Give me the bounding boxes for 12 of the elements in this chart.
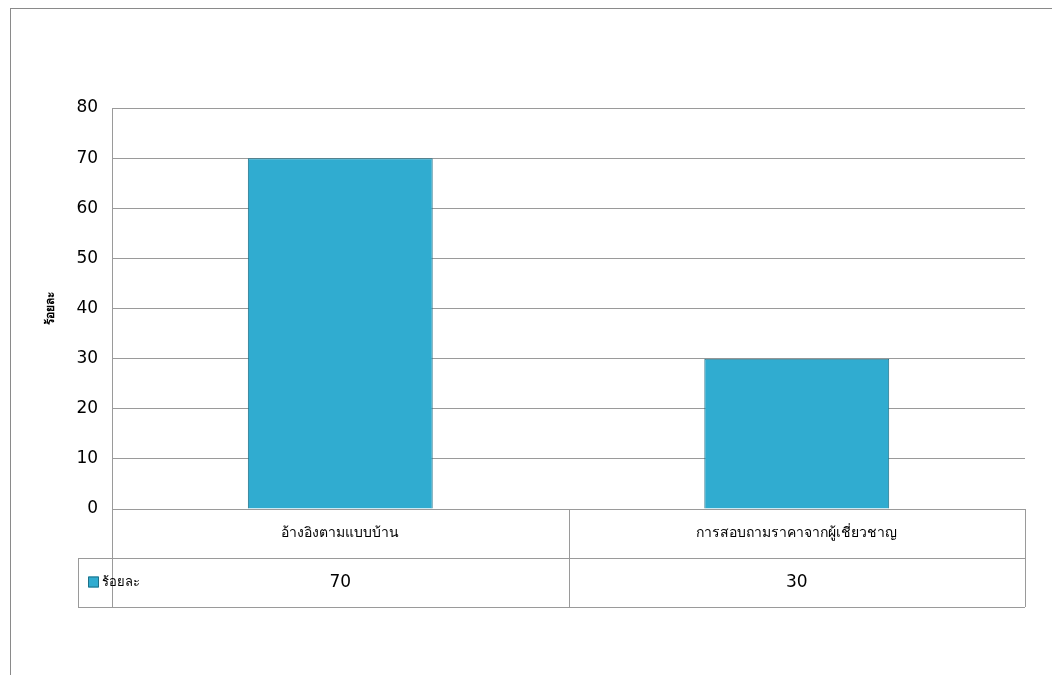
y-tick-label: 60 <box>76 196 99 217</box>
y-tick-label: 50 <box>76 246 99 267</box>
y-tick-label: 80 <box>76 96 99 117</box>
y-tick-label: 20 <box>76 397 99 418</box>
y-tick-label: 10 <box>76 447 99 468</box>
y-tick-label: 40 <box>76 296 99 317</box>
y-tick-label: 30 <box>76 347 99 368</box>
y-tick-label: 70 <box>76 146 99 167</box>
x-tick-label: อ้างอิงตามแบบบ้าน <box>281 524 400 541</box>
y-tick-label: 0 <box>87 497 99 518</box>
y-axis-title: ร้อยละ <box>43 292 58 325</box>
x-tick-label: การสอบถามราคาจากผู้เชี่ยวชาญ <box>696 523 898 542</box>
